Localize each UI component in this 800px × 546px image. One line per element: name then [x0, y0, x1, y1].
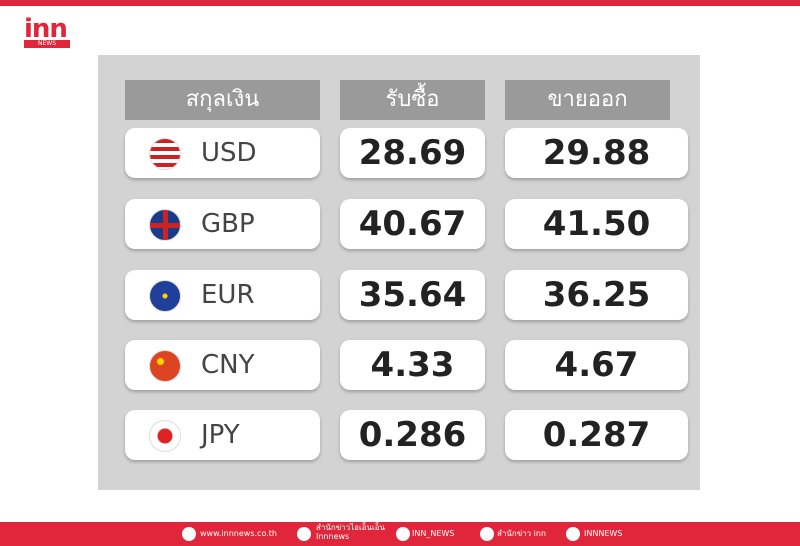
column-header: รับซื้อ: [340, 80, 485, 120]
buy-rate: 35.64: [340, 270, 485, 320]
buy-rate: 4.33: [340, 340, 485, 390]
currency-code: EUR: [201, 280, 255, 310]
currency-code: CNY: [201, 350, 255, 380]
currency-code: JPY: [201, 420, 240, 450]
footer-text: www.innnews.co.th: [200, 529, 277, 538]
footer-text: Innnews: [316, 532, 350, 541]
flag-icon: [149, 138, 181, 170]
sell-rate: 41.50: [505, 199, 688, 249]
buy-rate: 0.286: [340, 410, 485, 460]
footer-text: INNNEWS: [584, 529, 623, 538]
sell-rate: 36.25: [505, 270, 688, 320]
flag-icon: [149, 209, 181, 241]
logo-sub: NEWS: [24, 40, 70, 48]
currency-cell: EUR: [125, 270, 320, 320]
currency-code: USD: [201, 138, 257, 168]
buy-rate: 28.69: [340, 128, 485, 178]
buy-rate: 40.67: [340, 199, 485, 249]
column-header: สกุลเงิน: [125, 80, 320, 120]
footer-text: สำนักข่าวไอเอ็นเอ็น: [316, 523, 385, 532]
flag-icon: [149, 420, 181, 452]
currency-cell: USD: [125, 128, 320, 178]
flag-icon: [149, 350, 181, 382]
top-bar: [0, 0, 800, 6]
currency-code: GBP: [201, 209, 255, 239]
footer-text: สำนักข่าว inn: [497, 529, 547, 538]
flag-icon: [149, 280, 181, 312]
footer-text: INN_NEWS: [412, 529, 455, 538]
footer-icon: [297, 527, 311, 541]
currency-cell: JPY: [125, 410, 320, 460]
footer-icon: [480, 527, 494, 541]
column-header: ขายออก: [505, 80, 670, 120]
currency-cell: CNY: [125, 340, 320, 390]
logo: inn: [24, 14, 68, 44]
footer-icon: [396, 527, 410, 541]
currency-cell: GBP: [125, 199, 320, 249]
footer: www.innnews.co.th สำนักข่าวไอเอ็นเอ็น Innn…: [0, 522, 800, 546]
sell-rate: 4.67: [505, 340, 688, 390]
sell-rate: 29.88: [505, 128, 688, 178]
footer-icon: [566, 527, 580, 541]
footer-icon: [182, 527, 196, 541]
sell-rate: 0.287: [505, 410, 688, 460]
